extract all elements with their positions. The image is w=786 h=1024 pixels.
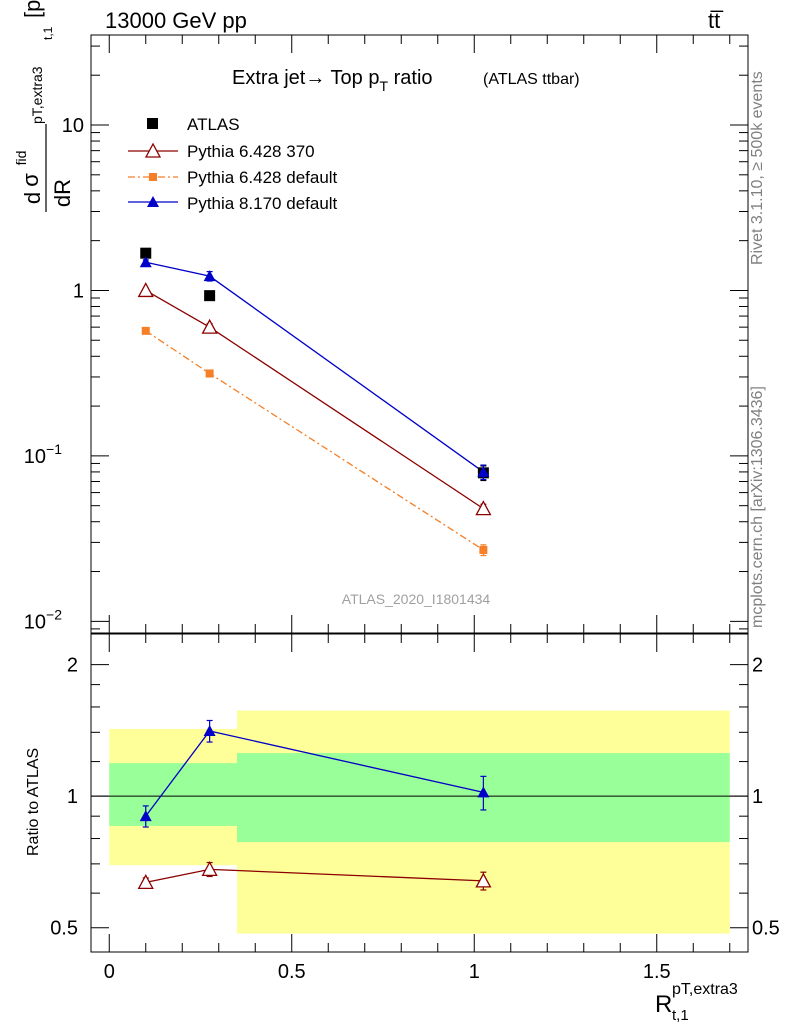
plot-title-main: Extra jet→ Top p (232, 67, 379, 89)
legend-marker-atlas (147, 118, 158, 129)
ratio-point-pythia-6-428-370 (137, 873, 154, 890)
plot-title-tail: ratio (388, 67, 432, 89)
ratio-y-tick-label-left: 1 (67, 786, 78, 808)
y-axis-label: d σ fid dR pT,extra3 t,1 [pb] (13, 0, 75, 212)
y-label-dR: dR (50, 179, 75, 207)
legend-label-pythia6-370: Pythia 6.428 370 (187, 142, 315, 161)
legend-marker-pythia6-default (149, 173, 157, 181)
legend-entry-pythia6-default: Pythia 6.428 default (128, 168, 338, 187)
plot-title: Extra jet→ Top pT ratio (232, 67, 433, 94)
ratio-y-tick-label-right: 1 (752, 786, 763, 808)
legend-marker-pythia8-default (147, 196, 159, 207)
point-atlas (204, 290, 216, 302)
y-tick-label: 10 (62, 115, 84, 137)
y-tick-label: 10−1 (24, 441, 62, 468)
y-label-sigma: σ (18, 173, 43, 187)
main-plot-panel: 10−2 10−1 1 10 ATLAS_2020_I1801434 Extra je… (13, 0, 749, 634)
y-tick-label: 1 (73, 280, 84, 302)
ratio-y-tick-label-right: 2 (752, 655, 763, 677)
plot-title-sub: T (379, 78, 388, 94)
point-pythia-8-170-default (477, 465, 490, 477)
legend-entry-pythia8-default: Pythia 8.170 default (128, 194, 338, 213)
ratio-point-pythia-8-170-default (139, 810, 152, 822)
point-atlas (140, 247, 152, 259)
point-pythia-6-428-370 (201, 318, 218, 334)
point-pythia-6-428-370 (475, 500, 492, 516)
legend-entry-atlas: ATLAS (147, 115, 240, 134)
series-line-pythia-6-428-370 (145, 289, 484, 510)
ratio-y-tick-label-right: 0.5 (752, 918, 780, 940)
header-energy-label: 13000 GeV pp (105, 8, 247, 33)
uncertainty-band-inner (109, 763, 237, 826)
rivet-version-label: Rivet 3.1.10, ≥ 500k events (749, 71, 766, 265)
ratio-y-tick-label-left: 0.5 (50, 918, 78, 940)
x-tick-label: 1 (469, 961, 480, 983)
y-label-fid: fid (13, 151, 29, 166)
header-process-label: tt̅ (708, 8, 724, 33)
ratio-y-tick-label-left: 2 (67, 655, 78, 677)
legend: ATLAS Pythia 6.428 370 Pythia 6.428 defa… (128, 115, 338, 213)
main-plot-axis-ticks: 10−2 10−1 1 10 (24, 35, 748, 633)
legend-label-atlas: ATLAS (187, 115, 240, 134)
watermark: ATLAS_2020_I1801434 (342, 591, 491, 607)
legend-entry-pythia6-370: Pythia 6.428 370 (128, 142, 315, 161)
x-tick-label: 0.5 (278, 961, 306, 983)
x-tick-label: 1.5 (643, 961, 671, 983)
ratio-point-pythia-6-428-370 (475, 872, 492, 888)
mcplots-label: mcplots.cern.ch [arXiv:1306.3436] (749, 386, 766, 628)
ratio-point-pythia-8-170-default (203, 724, 216, 736)
point-pythia-6-428-default (141, 326, 150, 335)
y-label-sub: pT,extra3 (29, 66, 45, 124)
y-tick-label: 10−2 (24, 606, 62, 633)
main-plot-frame (90, 34, 749, 634)
legend-marker-pythia6-370 (144, 142, 162, 158)
series-line-pythia-6-428-default (145, 330, 484, 551)
legend-label-pythia8-default: Pythia 8.170 default (187, 194, 338, 213)
point-pythia-6-428-default (479, 545, 488, 554)
ratio-axis-ticks: 0.5 0.5 1 1 2 2 0 0.5 1 1.5 (50, 634, 780, 983)
point-pythia-8-170-default (203, 270, 216, 282)
point-pythia-6-428-370 (137, 282, 154, 298)
ratio-uncertainty-bands (109, 710, 730, 934)
plot-title-paren: (ATLAS ttbar) (483, 71, 580, 88)
y-label-unit: [pb] (20, 0, 45, 18)
ratio-point-pythia-6-428-370 (201, 861, 218, 877)
legend-label-pythia6-default: Pythia 6.428 default (187, 168, 338, 187)
y-label-t1: t,1 (41, 26, 55, 40)
point-pythia-6-428-default (205, 369, 214, 378)
x-tick-label: 0 (104, 961, 115, 983)
ratio-plot-panel: 0.5 0.5 1 1 2 2 0 0.5 1 1.5 Ratio to ATLAS R pT,e… (25, 633, 780, 1024)
ratio-point-pythia-8-170-default (477, 786, 490, 798)
main-plot-series-lines (145, 261, 484, 551)
ratio-plot-frame (90, 633, 749, 953)
y-label-d1: d (20, 192, 45, 204)
x-axis-label-sub: t,1 (672, 1007, 689, 1024)
ratio-markers (137, 719, 492, 891)
ratio-y-axis-label: Ratio to ATLAS (25, 748, 42, 856)
x-axis-label-sup: pT,extra3 (672, 981, 738, 998)
point-pythia-8-170-default (139, 256, 152, 268)
x-axis-label-main: R (655, 991, 672, 1018)
main-plot-markers (137, 247, 492, 557)
